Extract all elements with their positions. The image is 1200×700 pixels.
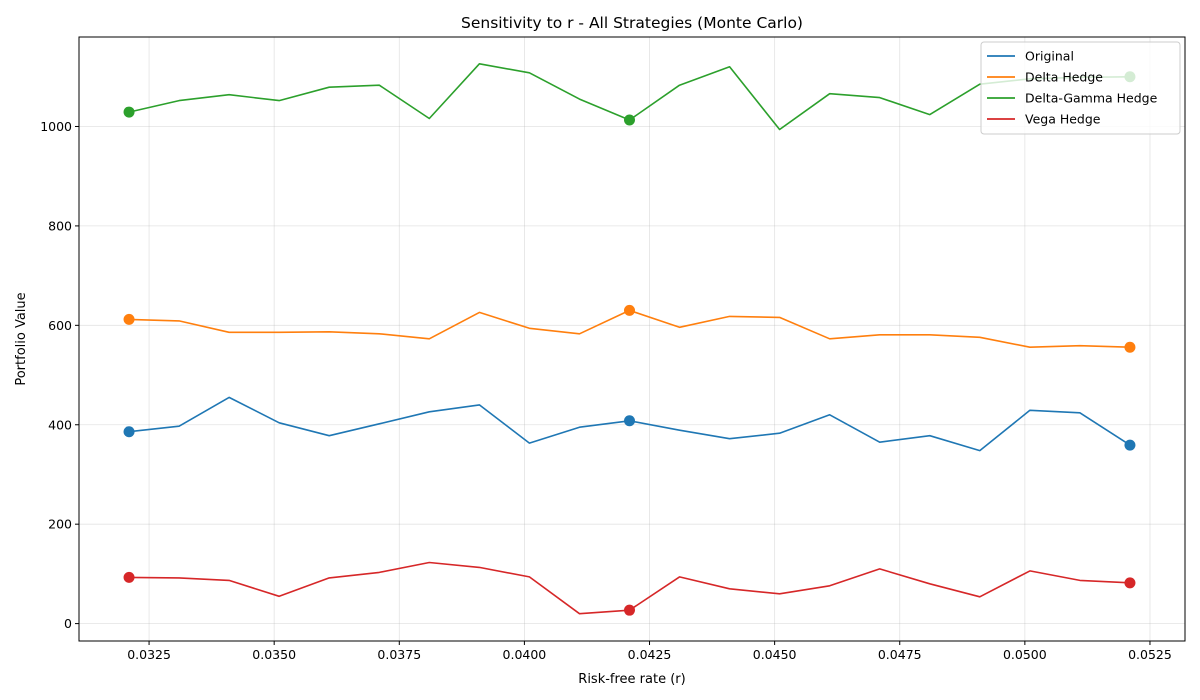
y-tick-label: 1000 xyxy=(40,119,72,134)
plot-frame xyxy=(78,36,1186,642)
y-axis-label: Portfolio Value xyxy=(14,292,29,385)
data-point-vega-hedge xyxy=(1124,577,1136,589)
series-layer xyxy=(123,62,1136,616)
y-tick-label: 400 xyxy=(48,417,72,432)
y-tick-label: 0 xyxy=(64,616,72,631)
data-point-delta-hedge xyxy=(623,304,635,316)
x-tick-label: 0.0375 xyxy=(377,647,421,662)
y-tick-label: 200 xyxy=(48,517,72,532)
data-point-delta-gamma-hedge xyxy=(123,106,135,118)
x-tick-label: 0.0400 xyxy=(503,647,547,662)
x-tick-label: 0.0325 xyxy=(127,647,171,662)
legend-box xyxy=(980,41,1181,135)
y-axis: 0 200 400 600 800 1000 xyxy=(40,119,79,631)
x-tick-label: 0.0350 xyxy=(252,647,296,662)
legend-label: Delta-Gamma Hedge xyxy=(1025,91,1158,106)
chart-title: Sensitivity to r - All Strategies (Monte… xyxy=(461,14,803,32)
x-tick-label: 0.0425 xyxy=(628,647,672,662)
data-point-delta-gamma-hedge xyxy=(623,114,635,126)
y-tick-label: 800 xyxy=(48,218,72,233)
y-tick-label: 600 xyxy=(48,318,72,333)
data-point-vega-hedge xyxy=(123,571,135,583)
x-axis: 0.0325 0.0350 0.0375 0.0400 0.0425 0.0450 0.04… xyxy=(127,641,1172,662)
x-axis-label: Risk-free rate (r) xyxy=(578,672,685,687)
data-point-original xyxy=(1124,439,1136,451)
data-point-original xyxy=(623,415,635,427)
data-point-delta-hedge xyxy=(1124,341,1136,353)
x-tick-label: 0.0475 xyxy=(878,647,922,662)
x-tick-label: 0.0525 xyxy=(1128,647,1172,662)
series-line-delta-hedge xyxy=(128,309,1131,349)
x-tick-label: 0.0500 xyxy=(1003,647,1047,662)
legend-label: Delta Hedge xyxy=(1025,70,1103,85)
data-point-vega-hedge xyxy=(623,604,635,616)
legend-label: Original xyxy=(1025,49,1074,64)
legend-label: Vega Hedge xyxy=(1025,112,1101,127)
grid xyxy=(79,37,1185,641)
data-point-delta-hedge xyxy=(123,313,135,325)
x-tick-label: 0.0450 xyxy=(753,647,797,662)
data-point-original xyxy=(123,426,135,438)
legend: Original Delta Hedge Delta-Gamma Hedge Vega… xyxy=(980,41,1181,135)
